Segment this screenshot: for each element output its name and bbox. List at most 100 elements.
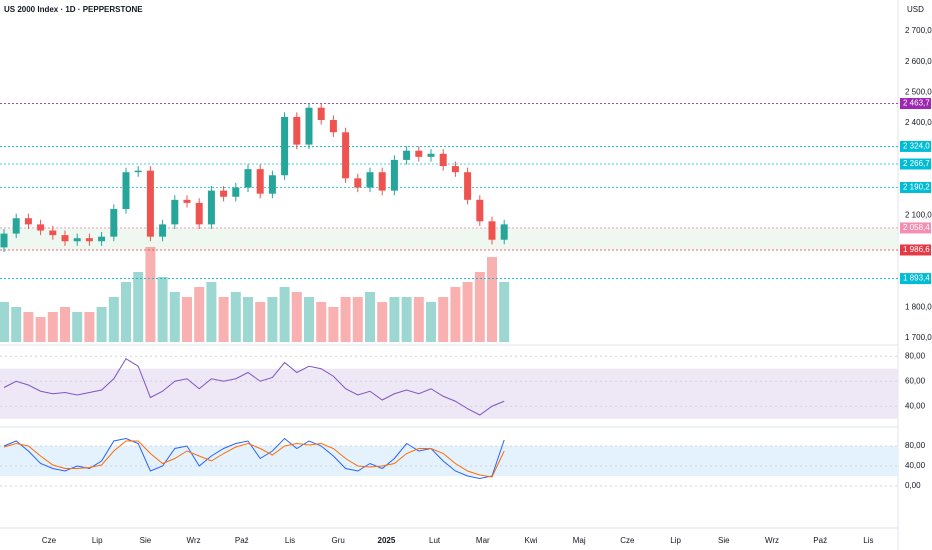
volume-bar: [133, 272, 144, 342]
volume-bar: [72, 312, 83, 342]
volume-bar: [267, 297, 278, 342]
volume-bar: [401, 297, 412, 342]
candle-body: [293, 116, 301, 145]
volume-bar: [328, 307, 339, 342]
volume-bar: [279, 287, 290, 342]
price-level-label: 1 986,6: [903, 245, 930, 254]
volume-bar: [426, 302, 436, 342]
volume-bar: [35, 317, 46, 342]
volume-bar: [108, 297, 119, 342]
volume-bar: [23, 312, 34, 342]
candle-body: [403, 150, 411, 160]
x-tick-label: Lut: [429, 536, 441, 545]
candle-body: [390, 159, 398, 191]
volume-bar: [291, 292, 302, 342]
y-tick-label: 1 700,0: [905, 333, 932, 342]
y-tick-label: 40,00: [905, 401, 926, 410]
candle-body: [464, 172, 472, 200]
volume-bar: [11, 307, 22, 342]
y-tick-label: 0,00: [905, 481, 921, 490]
y-tick-label: 60,00: [905, 376, 926, 385]
volume-bar: [47, 312, 58, 342]
candle-body: [195, 202, 203, 225]
symbol-title: US 2000 Index · 1D · PEPPERSTONE: [4, 5, 143, 14]
candle-body: [305, 107, 313, 145]
candle-body: [415, 150, 423, 157]
candle-body: [12, 218, 20, 234]
y-tick-label: 40,00: [905, 461, 926, 470]
price-level-label: 2 266,7: [903, 159, 930, 168]
x-tick-label: Paź: [813, 536, 827, 545]
volume-bar: [121, 282, 131, 342]
candle-body: [439, 153, 447, 167]
candle-body: [61, 235, 69, 242]
price-level-tag: [900, 158, 931, 170]
x-tick-label: Kwi: [525, 536, 538, 545]
x-tick-label: Lip: [92, 536, 103, 545]
support-zone: [0, 227, 898, 250]
y-tick-label: 2 400,0: [905, 118, 932, 127]
volume-bar: [450, 287, 461, 342]
y-tick-label: 2 700,0: [905, 26, 932, 35]
candle-body: [24, 218, 32, 225]
volume-bar: [438, 297, 449, 342]
y-tick-label: 80,00: [905, 351, 926, 360]
x-tick-label: Gru: [332, 536, 345, 545]
x-tick-label: Sie: [140, 536, 152, 545]
x-tick-label: Paź: [235, 536, 249, 545]
volume-bar: [84, 312, 95, 342]
candle-body: [232, 187, 240, 197]
candle-body: [476, 199, 484, 222]
candle-body: [317, 107, 325, 121]
volume-bar: [316, 302, 327, 342]
volume-bar: [206, 282, 217, 342]
volume-bar: [389, 297, 400, 342]
y-tick-label: 2 500,0: [905, 88, 932, 97]
volume-bar: [145, 247, 156, 342]
y-tick-label: 2 600,0: [905, 57, 932, 66]
candle-body: [500, 224, 508, 240]
price-level-label: 2 058,4: [903, 223, 930, 232]
candle-body: [342, 132, 350, 179]
candle-body: [378, 172, 386, 191]
volume-bar: [487, 257, 497, 342]
volume-bar: [413, 297, 424, 342]
volume-bar: [157, 277, 168, 342]
candle-body: [146, 170, 154, 237]
volume-bar: [462, 282, 473, 342]
x-tick-label: Cze: [620, 536, 635, 545]
candle-body: [171, 199, 179, 225]
volume-bar: [255, 302, 266, 342]
candle-body: [451, 166, 459, 173]
candle-body: [244, 169, 252, 188]
candle-body: [329, 120, 337, 133]
y-tick-label: 1 800,0: [905, 302, 932, 311]
volume-bar: [474, 272, 485, 342]
volume-bar: [182, 297, 192, 342]
x-tick-label: Wrz: [187, 536, 201, 545]
volume-bar: [230, 292, 241, 342]
price-level-tag: [900, 140, 931, 152]
candle-body: [122, 172, 130, 210]
x-tick-label: 2025: [378, 536, 396, 545]
indicator-line: [3, 440, 505, 478]
y-tick-label: 80,00: [905, 441, 926, 450]
price-level-tag: [900, 273, 931, 285]
volume-bar: [96, 307, 107, 342]
candle-body: [0, 233, 8, 248]
indicator-band: [0, 368, 898, 419]
candle-body: [256, 169, 264, 194]
volume-bar: [243, 297, 253, 342]
volume-bar: [0, 302, 9, 342]
candle-body: [183, 199, 191, 203]
candle-body: [366, 172, 374, 188]
x-tick-label: Lis: [285, 536, 295, 545]
x-tick-label: Lip: [670, 536, 681, 545]
candle-body: [281, 116, 289, 176]
x-tick-label: Sie: [718, 536, 730, 545]
candle-body: [110, 209, 118, 237]
price-level-label: 1 893,4: [903, 274, 930, 283]
candle-body: [159, 224, 167, 237]
volume-bar: [377, 302, 388, 342]
